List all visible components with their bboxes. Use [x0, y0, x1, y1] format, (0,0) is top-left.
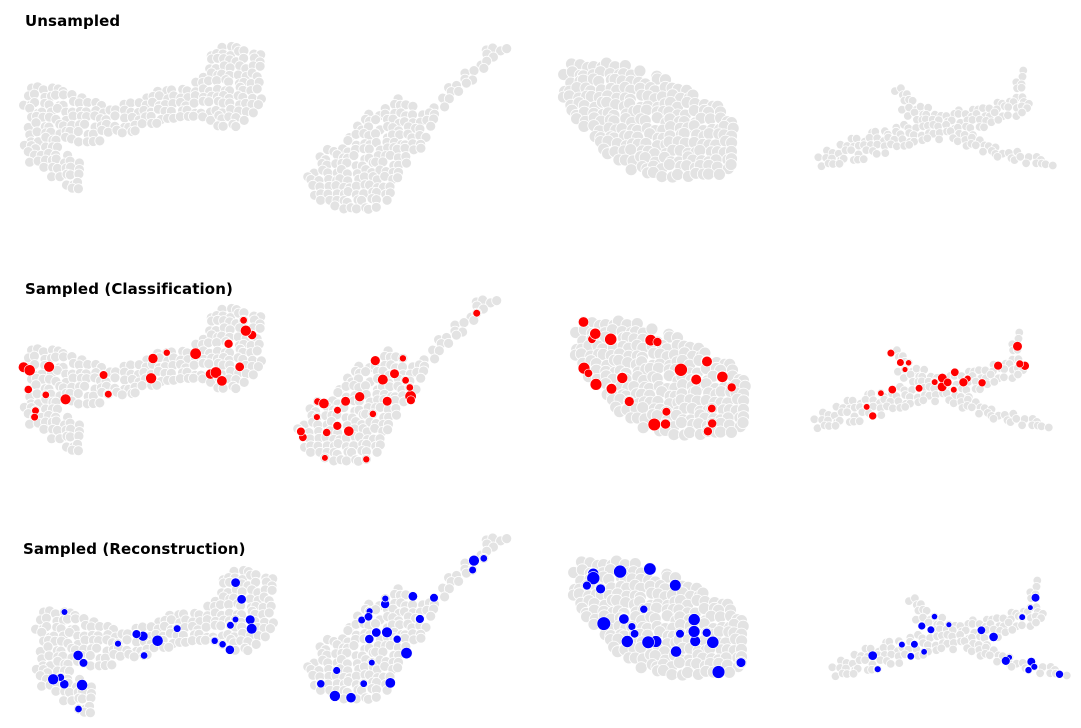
point-cloud-unsampled-chair [18, 41, 267, 195]
sampled-points-sampled-reconstruction-guitar [316, 554, 488, 704]
point-cloud-sampled-reconstruction-chair [30, 565, 279, 719]
point-cloud-sampled-classification-guitar [292, 294, 503, 467]
sampled-points-sampled-reconstruction-chair [47, 577, 258, 714]
sampled-points-sampled-classification-guitar [296, 309, 481, 464]
point-cloud-sampled-reconstruction-car [567, 554, 750, 682]
point-cloud-sampled-classification-car [569, 314, 752, 442]
point-cloud-sampled-reconstruction-guitar [302, 532, 513, 705]
point-cloud-unsampled-guitar [302, 42, 513, 215]
point-cloud-sampled-classification-chair [17, 303, 267, 457]
sampled-points-sampled-classification-airplane [863, 341, 1030, 421]
point-cloud-sampled-classification-airplane [809, 327, 1054, 433]
point-cloud-unsampled-airplane [813, 65, 1058, 171]
point-cloud-unsampled-car [557, 56, 740, 184]
row-title-sampled-classification: Sampled (Classification) [25, 280, 233, 298]
row-title-unsampled: Unsampled [25, 12, 121, 30]
row-title-sampled-reconstruction: Sampled (Reconstruction) [23, 540, 246, 558]
sampled-points-sampled-reconstruction-airplane [867, 593, 1064, 679]
sampled-points-sampled-reconstruction-car [582, 562, 747, 679]
point-cloud-sampled-reconstruction-airplane [827, 575, 1072, 681]
sampled-points-sampled-classification-car [577, 316, 737, 437]
sampled-points-sampled-classification-chair [17, 316, 257, 422]
